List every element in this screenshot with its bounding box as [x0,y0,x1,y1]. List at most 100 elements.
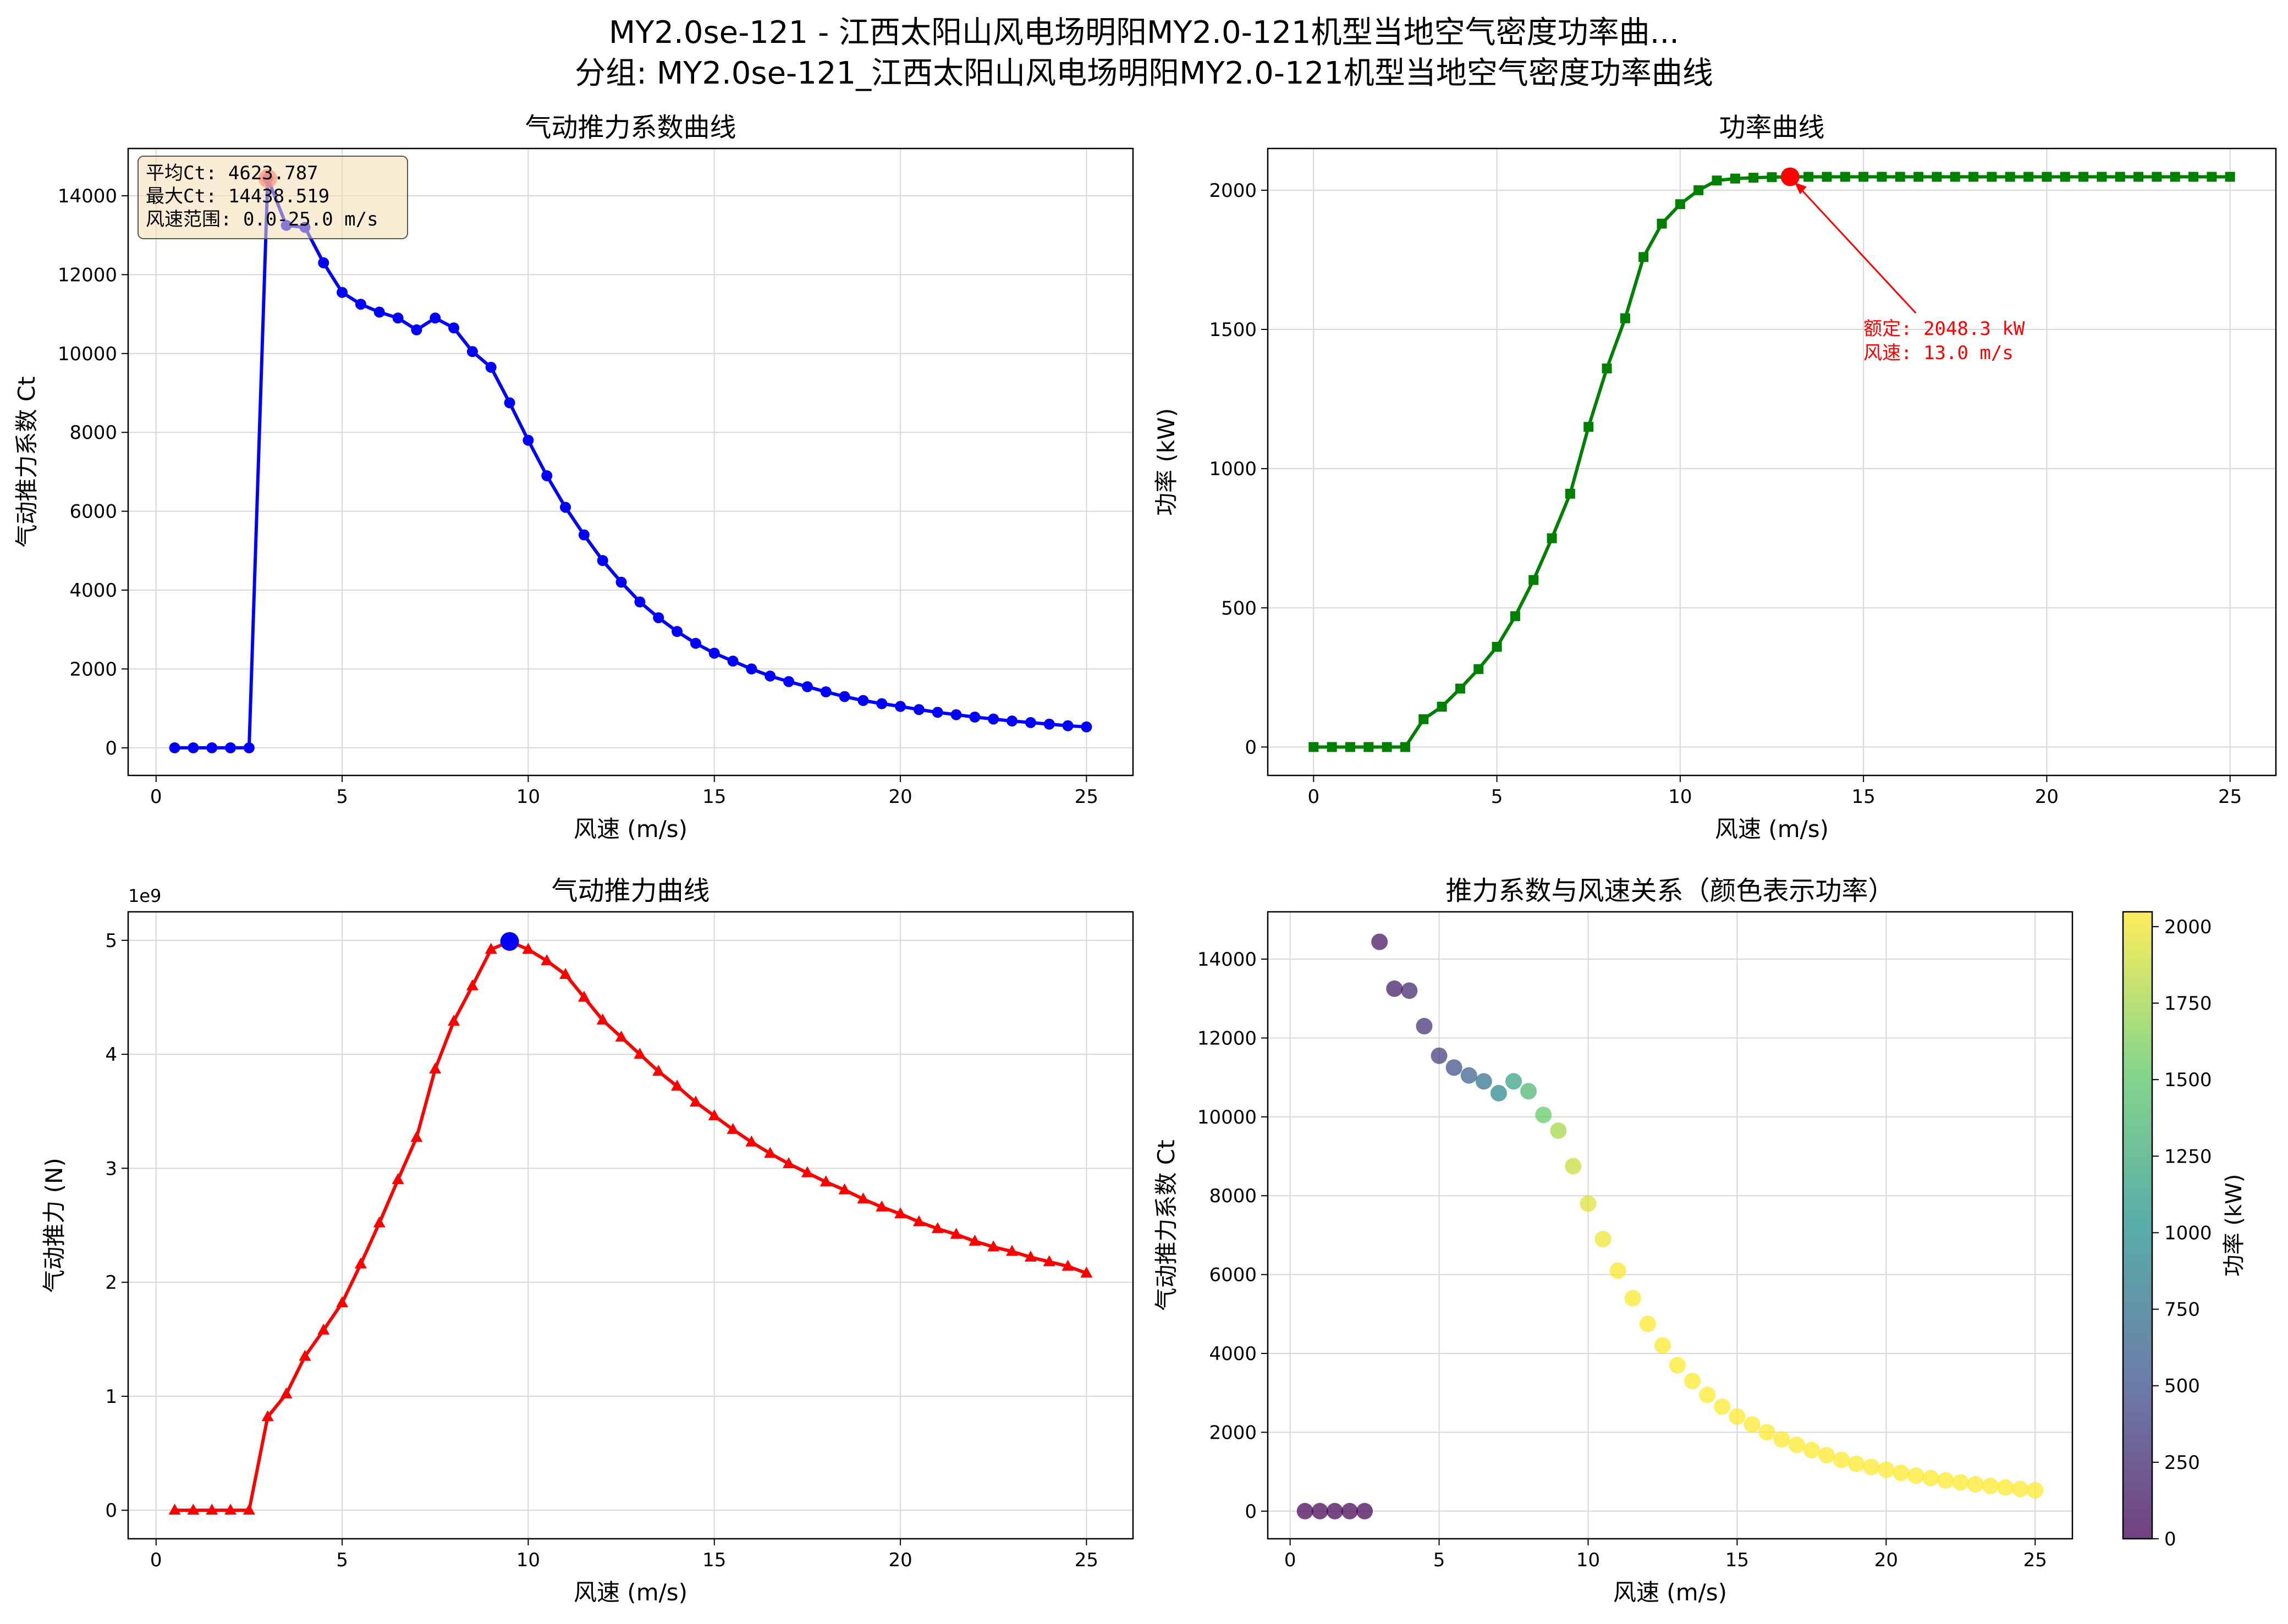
scatter-point-32 [1773,1431,1790,1448]
data-point-30 [727,1122,739,1134]
plot-frame [127,147,1134,777]
series-markers [168,934,1093,1515]
stats-box-line3: 风速范围: 0.0-25.0 m/s [146,208,378,230]
data-point-35 [820,1175,832,1187]
scatter-point-8 [1416,1017,1433,1034]
data-point-20 [1675,199,1685,210]
scatter-point-34 [1803,1441,1820,1458]
colorbar-tick-label-2: 500 [2164,1375,2200,1397]
scatter-point-37 [1848,1455,1865,1472]
annotation-line1: 额定: 2048.3 kW [1863,318,2025,340]
data-point-47 [1043,1255,1055,1267]
data-point-35 [1950,172,1960,182]
data-point-42 [2078,172,2089,182]
x-tick-label-1: 5 [336,786,348,808]
data-point-29 [708,647,720,659]
data-point-3 [1363,742,1374,752]
scatter-point-24 [1654,1337,1671,1354]
data-point-39 [2023,172,2034,182]
plot-frame [1267,147,2277,777]
scatter-point-40 [1893,1465,1910,1482]
data-point-4 [243,742,255,753]
data-point-21 [560,502,571,513]
data-point-22 [578,529,590,541]
data-point-18 [504,397,515,409]
scatter-point-1 [1311,1502,1328,1520]
data-point-11 [373,306,385,318]
data-point-31 [1877,172,1887,182]
y-tick-label-5: 10000 [58,343,117,365]
data-point-40 [913,704,925,715]
data-point-11 [1510,611,1520,621]
x-tick-label-2: 10 [516,1549,540,1571]
y-tick-label-5: 5 [105,930,117,952]
data-point-27 [672,626,683,637]
data-point-23 [1730,173,1740,184]
data-point-35 [820,686,832,697]
data-point-41 [931,1222,944,1234]
y-axis-label: 气动推力 (N) [41,1158,68,1293]
data-point-15 [448,322,460,334]
x-axis-label: 风速 (m/s) [1613,1579,1727,1606]
data-point-8 [318,257,329,268]
y-tick-label-6: 12000 [58,264,117,286]
data-point-49 [2207,172,2217,182]
data-point-37 [857,1192,870,1204]
x-tick-label-0: 0 [1284,1549,1296,1571]
scatter-point-31 [1758,1424,1775,1441]
scatter-point-42 [1922,1469,1939,1487]
scatter-point-49 [2027,1482,2044,1499]
data-point-32 [1895,172,1905,182]
data-point-40 [2042,172,2052,182]
data-point-39 [894,1207,907,1219]
colorbar-tick-label-1: 250 [2164,1452,2200,1474]
data-point-44 [2115,172,2125,182]
colorbar-tick-label-6: 1500 [2164,1069,2212,1091]
scatter-point-20 [1594,1231,1612,1248]
data-point-34 [1932,172,1942,182]
scatter-point-4 [1356,1502,1373,1520]
x-tick-label-4: 20 [1874,1549,1898,1571]
plot-frame [127,911,1134,1540]
data-point-15 [1583,422,1594,432]
data-point-1 [187,1504,200,1515]
y-tick-label-3: 3 [105,1158,117,1180]
scatter-point-0 [1296,1502,1313,1520]
data-point-0 [1308,742,1319,752]
annotation-arrow [1794,181,1917,314]
y-tick-label-1: 2000 [1209,1422,1257,1444]
scatter-point-3 [1341,1502,1358,1520]
x-tick-label-2: 10 [1576,1549,1600,1571]
data-point-6 [1418,714,1429,724]
series-markers [1308,172,2235,752]
scatter-point-29 [1729,1408,1746,1425]
stats-box-line1: 平均Ct: 4623.787 [146,162,318,184]
data-point-48 [1062,720,1074,731]
scatter-point-12 [1475,1073,1492,1090]
x-tick-label-3: 15 [702,786,726,808]
y-tick-label-6: 12000 [1197,1027,1257,1049]
y-tick-label-7: 14000 [1197,949,1257,971]
x-tick-label-1: 5 [1433,1549,1445,1571]
plot-frame [1267,911,2074,1540]
x-tick-label-2: 10 [1668,786,1692,808]
data-point-0 [169,742,180,753]
scatter-point-16 [1535,1106,1552,1124]
data-point-18 [1638,252,1649,262]
data-point-23 [596,1013,609,1025]
scatter-point-41 [1907,1467,1924,1484]
x-tick-label-3: 15 [702,1549,726,1571]
x-axis-label: 风速 (m/s) [574,1579,688,1606]
annotation-line2: 风速: 13.0 m/s [1863,342,2014,364]
data-point-10 [355,299,366,310]
y-tick-label-2: 4000 [1209,1343,1257,1365]
data-point-30 [727,656,739,667]
data-point-45 [1007,715,1018,727]
data-point-37 [857,695,869,706]
scatter-point-28 [1714,1398,1731,1415]
data-point-32 [764,1147,777,1158]
scatter-point-15 [1520,1083,1537,1100]
data-point-19 [1657,218,1667,229]
data-point-12 [392,1173,404,1185]
y-tick-label-2: 4000 [69,580,117,602]
